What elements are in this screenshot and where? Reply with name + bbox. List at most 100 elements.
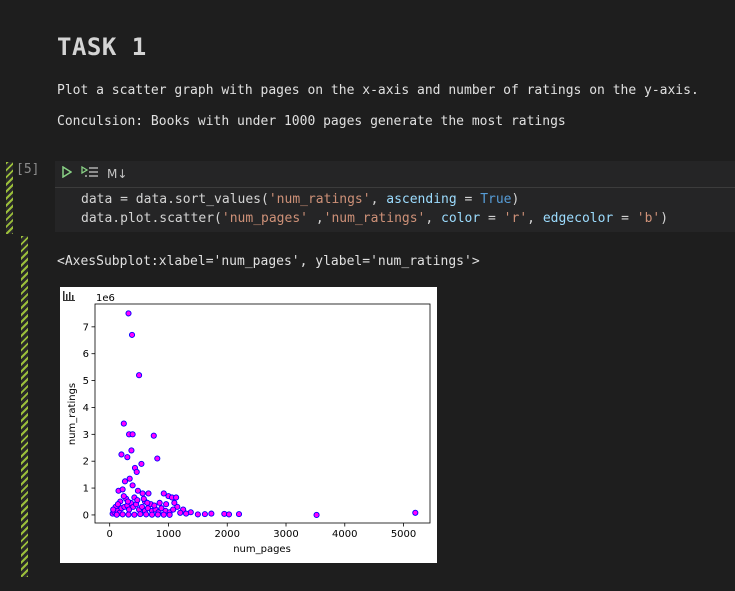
data-point — [170, 506, 177, 513]
data-point — [145, 490, 152, 497]
x-tick-label: 2000 — [215, 529, 240, 540]
data-points — [109, 310, 419, 518]
data-point — [166, 511, 173, 518]
data-point — [125, 310, 132, 317]
task-title: TASK 1 — [57, 33, 147, 61]
data-point — [134, 487, 141, 494]
cell-status-bar — [6, 162, 13, 234]
code-string: 'num_ratings' — [323, 211, 426, 226]
code-line-2[interactable]: data.plot.scatter('num_pages' ,'num_rati… — [81, 211, 668, 226]
data-point — [154, 511, 161, 518]
scatter-plot-image: 0 1 2 3 4 5 6 7 0 1000 2000 3000 4000 5000 1e6 num_p… — [60, 287, 437, 563]
data-point — [148, 511, 156, 518]
data-point — [119, 511, 126, 518]
x-tick-label: 5000 — [391, 529, 416, 540]
code-boolean: True — [480, 192, 512, 207]
data-point — [150, 432, 157, 439]
task-conclusion: Conculsion: Books with under 1000 pages … — [57, 114, 566, 129]
run-cell-button[interactable] — [62, 165, 73, 181]
data-point — [171, 499, 178, 506]
y-tick-label: 7 — [83, 322, 89, 333]
x-tick-label: 4000 — [332, 529, 357, 540]
code-token: ) — [511, 192, 520, 207]
data-point — [113, 511, 120, 518]
data-point — [183, 510, 190, 517]
execute-above-button[interactable] — [81, 165, 99, 183]
y-tick-label: 1 — [83, 484, 89, 495]
data-point — [124, 454, 131, 461]
data-point — [163, 501, 170, 508]
y-tick-label: 2 — [83, 457, 89, 468]
data-point — [119, 486, 126, 493]
data-point — [225, 511, 233, 518]
data-point — [121, 478, 129, 485]
y-axis: 0 1 2 3 4 5 6 7 — [83, 322, 95, 521]
data-point — [160, 490, 167, 497]
data-point — [174, 503, 181, 510]
data-point — [118, 451, 125, 458]
execution-count: [5] — [16, 162, 40, 177]
data-point — [120, 493, 127, 500]
code-token: = — [456, 192, 481, 207]
run-above-icon — [81, 165, 98, 177]
data-point — [201, 511, 208, 518]
run-icon — [62, 165, 73, 179]
task-description: Plot a scatter graph with pages on the x… — [57, 83, 699, 98]
data-point — [173, 494, 180, 501]
y-tick-label: 0 — [83, 510, 89, 521]
data-point — [131, 511, 138, 518]
data-point — [194, 511, 201, 518]
output-repr: <AxesSubplot:xlabel='num_pages', ylabel=… — [57, 254, 480, 269]
cell-toolbar: M↓ — [55, 161, 735, 188]
code-string: 'r' — [503, 211, 528, 226]
data-point — [129, 431, 136, 438]
y-tick-label: 6 — [83, 349, 89, 360]
code-token: , — [315, 211, 324, 226]
data-point — [313, 511, 320, 518]
data-point — [208, 510, 215, 517]
data-point — [158, 505, 165, 512]
x-axis-label: num_pages — [233, 544, 291, 555]
data-point — [160, 511, 167, 518]
data-point — [124, 498, 131, 505]
data-point — [136, 372, 143, 379]
code-line-1[interactable]: data = data.sort_values('num_ratings', a… — [81, 192, 519, 207]
code-cell[interactable]: M↓ data = data.sort_values('num_ratings'… — [55, 161, 735, 232]
data-point — [138, 503, 146, 510]
data-point — [133, 468, 140, 475]
x-tick-label: 1000 — [156, 529, 181, 540]
code-string: 'num_pages' — [221, 211, 316, 226]
data-point — [134, 497, 141, 504]
offset-label: 1e6 — [96, 293, 115, 304]
data-point — [140, 495, 147, 502]
x-tick-label: 3000 — [273, 529, 298, 540]
data-point — [144, 499, 151, 506]
x-axis: 0 1000 2000 3000 4000 5000 — [107, 523, 416, 540]
data-point — [154, 455, 161, 462]
data-point — [110, 506, 117, 513]
data-point — [126, 475, 133, 482]
data-point — [129, 482, 136, 489]
y-tick-label: 4 — [83, 403, 89, 414]
data-point — [235, 511, 243, 518]
code-token: data = data.sort_values( — [81, 192, 269, 207]
plot-viewer-icon[interactable] — [63, 291, 75, 301]
data-point — [114, 501, 121, 508]
code-token: , — [425, 211, 442, 226]
y-tick-label: 3 — [83, 430, 89, 441]
data-point — [151, 502, 158, 509]
data-point — [137, 511, 144, 518]
markdown-toggle-button[interactable]: M↓ — [107, 167, 128, 181]
data-point — [156, 499, 163, 506]
data-point — [120, 420, 127, 427]
data-point — [177, 509, 184, 516]
plot-area — [94, 303, 431, 524]
output-status-bar — [21, 236, 28, 577]
code-token: , — [370, 192, 387, 207]
data-point — [412, 509, 419, 516]
code-keyword-arg: edgecolor — [542, 211, 614, 226]
data-point — [143, 511, 150, 518]
code-string: 'b' — [636, 211, 661, 226]
data-point — [125, 511, 132, 518]
data-point — [139, 490, 146, 497]
